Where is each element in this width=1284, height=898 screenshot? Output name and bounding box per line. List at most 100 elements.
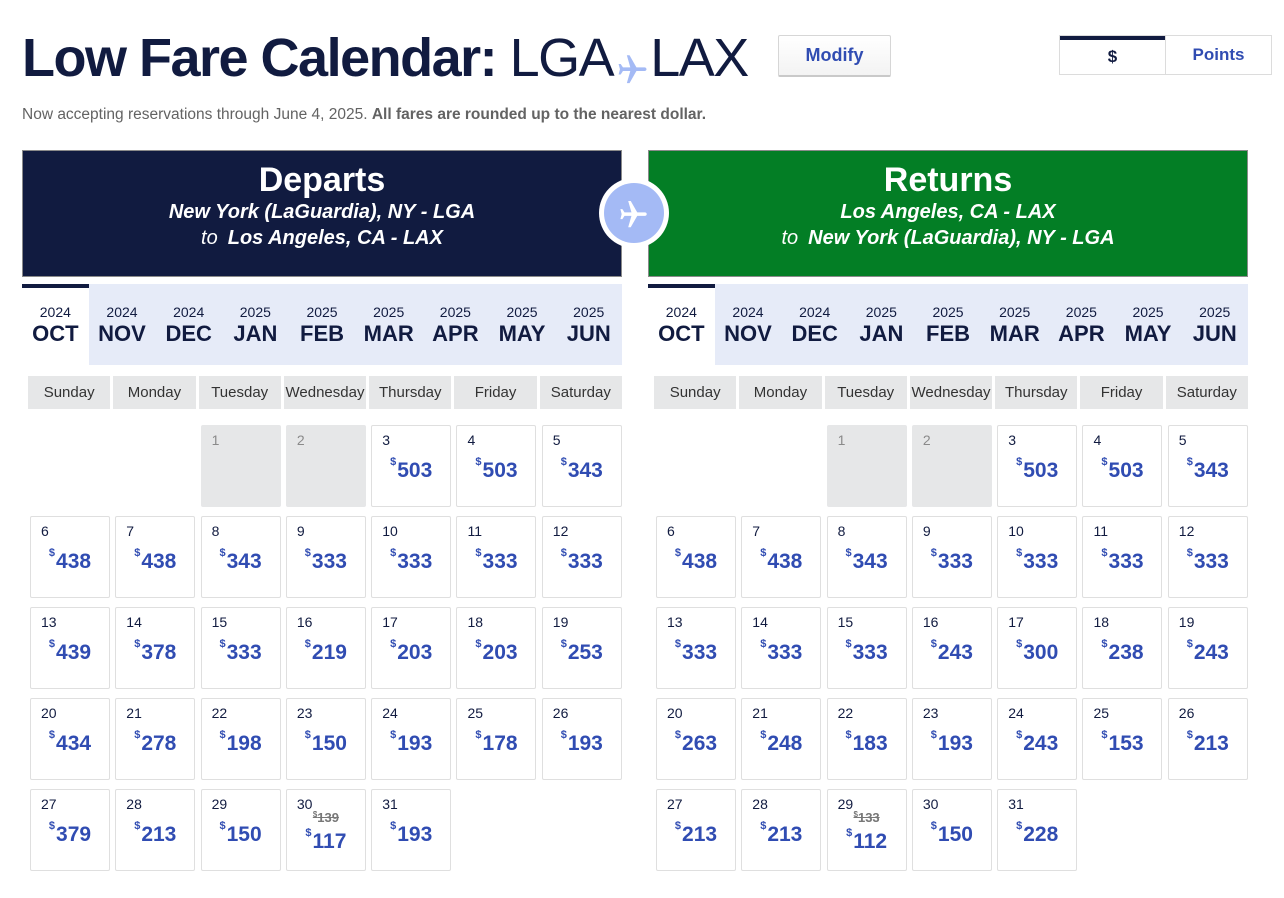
day-cell[interactable]: 17 $300 bbox=[997, 607, 1078, 689]
fare-price: $503 bbox=[1083, 456, 1161, 483]
day-cell[interactable]: 3 $503 bbox=[371, 425, 452, 507]
day-cell[interactable]: 24 $243 bbox=[997, 698, 1078, 780]
currency-symbol: $ bbox=[48, 638, 56, 650]
currency-symbol: $ bbox=[674, 820, 682, 832]
day-cell[interactable]: 4 $503 bbox=[456, 425, 537, 507]
day-cell[interactable]: 6 $438 bbox=[656, 516, 736, 598]
modify-button[interactable]: Modify bbox=[778, 35, 891, 77]
to-label: to bbox=[781, 227, 799, 249]
day-cell[interactable]: 18 $203 bbox=[456, 607, 537, 689]
fare-price: $178 bbox=[457, 729, 535, 756]
day-cell[interactable]: 13 $439 bbox=[30, 607, 110, 689]
month-tab-jun[interactable]: 2025 JUN bbox=[555, 284, 622, 365]
month-tab-feb[interactable]: 2025 FEB bbox=[915, 284, 982, 365]
day-cell[interactable]: 30 $150 bbox=[911, 789, 992, 871]
day-cell[interactable]: 5 $343 bbox=[1167, 425, 1248, 507]
day-cell[interactable]: 23 $150 bbox=[285, 698, 366, 780]
month-tab-oct[interactable]: 2024 OCT bbox=[648, 284, 715, 365]
day-cell[interactable]: 31 $228 bbox=[997, 789, 1078, 871]
original-fare-value: 139 bbox=[317, 810, 339, 825]
toggle-points[interactable]: Points bbox=[1165, 36, 1271, 74]
day-cell[interactable]: 15 $333 bbox=[200, 607, 281, 689]
day-cell[interactable]: 19 $243 bbox=[1167, 607, 1248, 689]
toggle-dollars[interactable]: $ bbox=[1060, 36, 1165, 74]
day-cell[interactable]: 8 $343 bbox=[200, 516, 281, 598]
day-cell[interactable]: 23 $193 bbox=[911, 698, 992, 780]
month-tab-nov[interactable]: 2024 NOV bbox=[715, 284, 782, 365]
day-cell[interactable]: 29 $150 bbox=[200, 789, 281, 871]
day-cell[interactable]: 25 $178 bbox=[456, 698, 537, 780]
month-year: 2025 bbox=[506, 304, 538, 320]
month-tab-mar[interactable]: 2025 MAR bbox=[355, 284, 422, 365]
day-cell[interactable]: 14 $333 bbox=[741, 607, 822, 689]
day-cell[interactable]: 12 $333 bbox=[541, 516, 622, 598]
month-tab-may[interactable]: 2025 MAY bbox=[489, 284, 556, 365]
day-cell[interactable]: 22 $198 bbox=[200, 698, 281, 780]
month-tab-jan[interactable]: 2025 JAN bbox=[848, 284, 915, 365]
day-cell[interactable]: 19 $253 bbox=[541, 607, 622, 689]
fare-price: $253 bbox=[543, 638, 621, 665]
month-tab-jan[interactable]: 2025 JAN bbox=[222, 284, 289, 365]
day-cell[interactable]: 21 $278 bbox=[115, 698, 196, 780]
day-cell[interactable]: 27 $213 bbox=[656, 789, 736, 871]
day-cell[interactable]: 9 $333 bbox=[285, 516, 366, 598]
day-cell[interactable]: 7 $438 bbox=[115, 516, 196, 598]
day-cell[interactable]: 26 $213 bbox=[1167, 698, 1248, 780]
day-cell[interactable]: 7 $438 bbox=[741, 516, 822, 598]
day-number: 4 bbox=[467, 432, 476, 448]
day-cell[interactable]: 31 $193 bbox=[371, 789, 452, 871]
day-cell[interactable]: 25 $153 bbox=[1082, 698, 1163, 780]
day-cell[interactable]: 20 $434 bbox=[30, 698, 110, 780]
month-tab-oct[interactable]: 2024 OCT bbox=[22, 284, 89, 365]
day-cell[interactable]: 21 $248 bbox=[741, 698, 822, 780]
day-cell[interactable]: 29 $133 $112 bbox=[826, 789, 907, 871]
day-cell[interactable]: 5 $343 bbox=[541, 425, 622, 507]
day-cell[interactable]: 30 $139 $117 bbox=[285, 789, 366, 871]
day-number: 16 bbox=[296, 614, 313, 630]
day-cell[interactable]: 16 $219 bbox=[285, 607, 366, 689]
month-tab-apr[interactable]: 2025 APR bbox=[422, 284, 489, 365]
day-cell[interactable]: 9 $333 bbox=[911, 516, 992, 598]
day-cell[interactable]: 28 $213 bbox=[115, 789, 196, 871]
fare-value: 213 bbox=[682, 823, 718, 846]
day-cell[interactable]: 15 $333 bbox=[826, 607, 907, 689]
month-tab-mar[interactable]: 2025 MAR bbox=[981, 284, 1048, 365]
month-tab-feb[interactable]: 2025 FEB bbox=[289, 284, 356, 365]
original-fare: $133 bbox=[828, 810, 906, 825]
day-cell[interactable]: 10 $333 bbox=[997, 516, 1078, 598]
day-cell[interactable]: 4 $503 bbox=[1082, 425, 1163, 507]
departs-panel: Departs New York (LaGuardia), NY - LGA t… bbox=[22, 150, 622, 871]
month-tab-may[interactable]: 2025 MAY bbox=[1115, 284, 1182, 365]
month-name: JUN bbox=[1192, 321, 1237, 346]
day-cell[interactable]: 11 $333 bbox=[456, 516, 537, 598]
month-tab-jun[interactable]: 2025 JUN bbox=[1181, 284, 1248, 365]
day-cell[interactable]: 6 $438 bbox=[30, 516, 110, 598]
month-tab-nov[interactable]: 2024 NOV bbox=[89, 284, 156, 365]
month-tab-dec[interactable]: 2024 DEC bbox=[155, 284, 222, 365]
day-cell[interactable]: 11 $333 bbox=[1082, 516, 1163, 598]
day-cell[interactable]: 3 $503 bbox=[997, 425, 1078, 507]
day-cell[interactable]: 22 $183 bbox=[826, 698, 907, 780]
day-cell[interactable]: 18 $238 bbox=[1082, 607, 1163, 689]
title-row: Low Fare Calendar: LGA LAX bbox=[22, 28, 749, 88]
fare-value: 150 bbox=[311, 732, 347, 755]
day-cell[interactable]: 17 $203 bbox=[371, 607, 452, 689]
day-cell[interactable]: 26 $193 bbox=[541, 698, 622, 780]
currency-symbol: $ bbox=[1101, 638, 1108, 650]
fare-value: 333 bbox=[1193, 550, 1229, 573]
day-number: 1 bbox=[211, 432, 220, 448]
month-tab-dec[interactable]: 2024 DEC bbox=[781, 284, 848, 365]
day-cell[interactable]: 24 $193 bbox=[371, 698, 452, 780]
day-cell[interactable]: 20 $263 bbox=[656, 698, 736, 780]
day-cell[interactable]: 16 $243 bbox=[911, 607, 992, 689]
month-tab-apr[interactable]: 2025 APR bbox=[1048, 284, 1115, 365]
day-cell[interactable]: 8 $343 bbox=[826, 516, 907, 598]
day-cell[interactable]: 28 $213 bbox=[741, 789, 822, 871]
airplane-icon bbox=[620, 200, 647, 228]
day-cell[interactable]: 14 $378 bbox=[115, 607, 196, 689]
day-cell[interactable]: 27 $379 bbox=[30, 789, 110, 871]
day-cell[interactable]: 12 $333 bbox=[1167, 516, 1248, 598]
day-cell[interactable]: 10 $333 bbox=[371, 516, 452, 598]
fare-value: 228 bbox=[1023, 823, 1059, 846]
day-cell[interactable]: 13 $333 bbox=[656, 607, 736, 689]
